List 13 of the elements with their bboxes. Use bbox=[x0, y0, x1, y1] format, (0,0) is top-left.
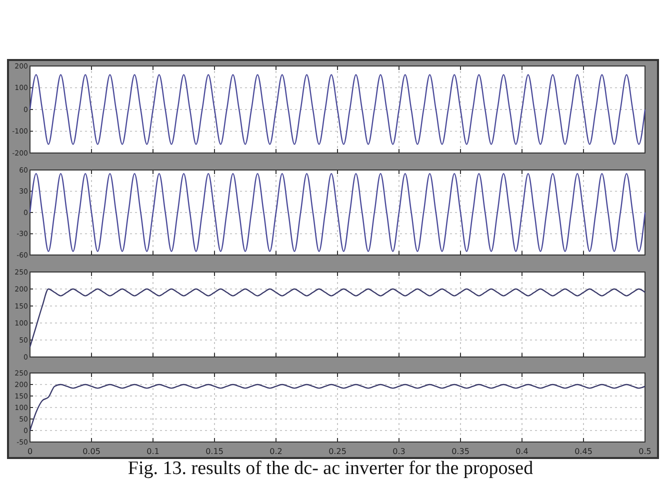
x-tick-label: 0.4 bbox=[516, 447, 528, 456]
line-series bbox=[29, 384, 646, 432]
x-tick-label: 0.35 bbox=[452, 447, 470, 456]
caption: Fig. 13. results of the dc- ac inverter for the proposed bbox=[128, 458, 534, 479]
x-tick-label: 0.15 bbox=[206, 447, 224, 456]
x-tick-label: 0.5 bbox=[638, 447, 652, 456]
x-tick-label: 0.1 bbox=[146, 447, 160, 456]
x-tick-label: 0.2 bbox=[270, 447, 282, 456]
x-tick-label: 0.25 bbox=[328, 447, 346, 456]
line-series bbox=[29, 288, 646, 348]
x-tick-label: 0.3 bbox=[392, 447, 406, 456]
x-tick-label: 0.05 bbox=[82, 447, 100, 456]
x-tick-label: 0.45 bbox=[574, 447, 592, 456]
